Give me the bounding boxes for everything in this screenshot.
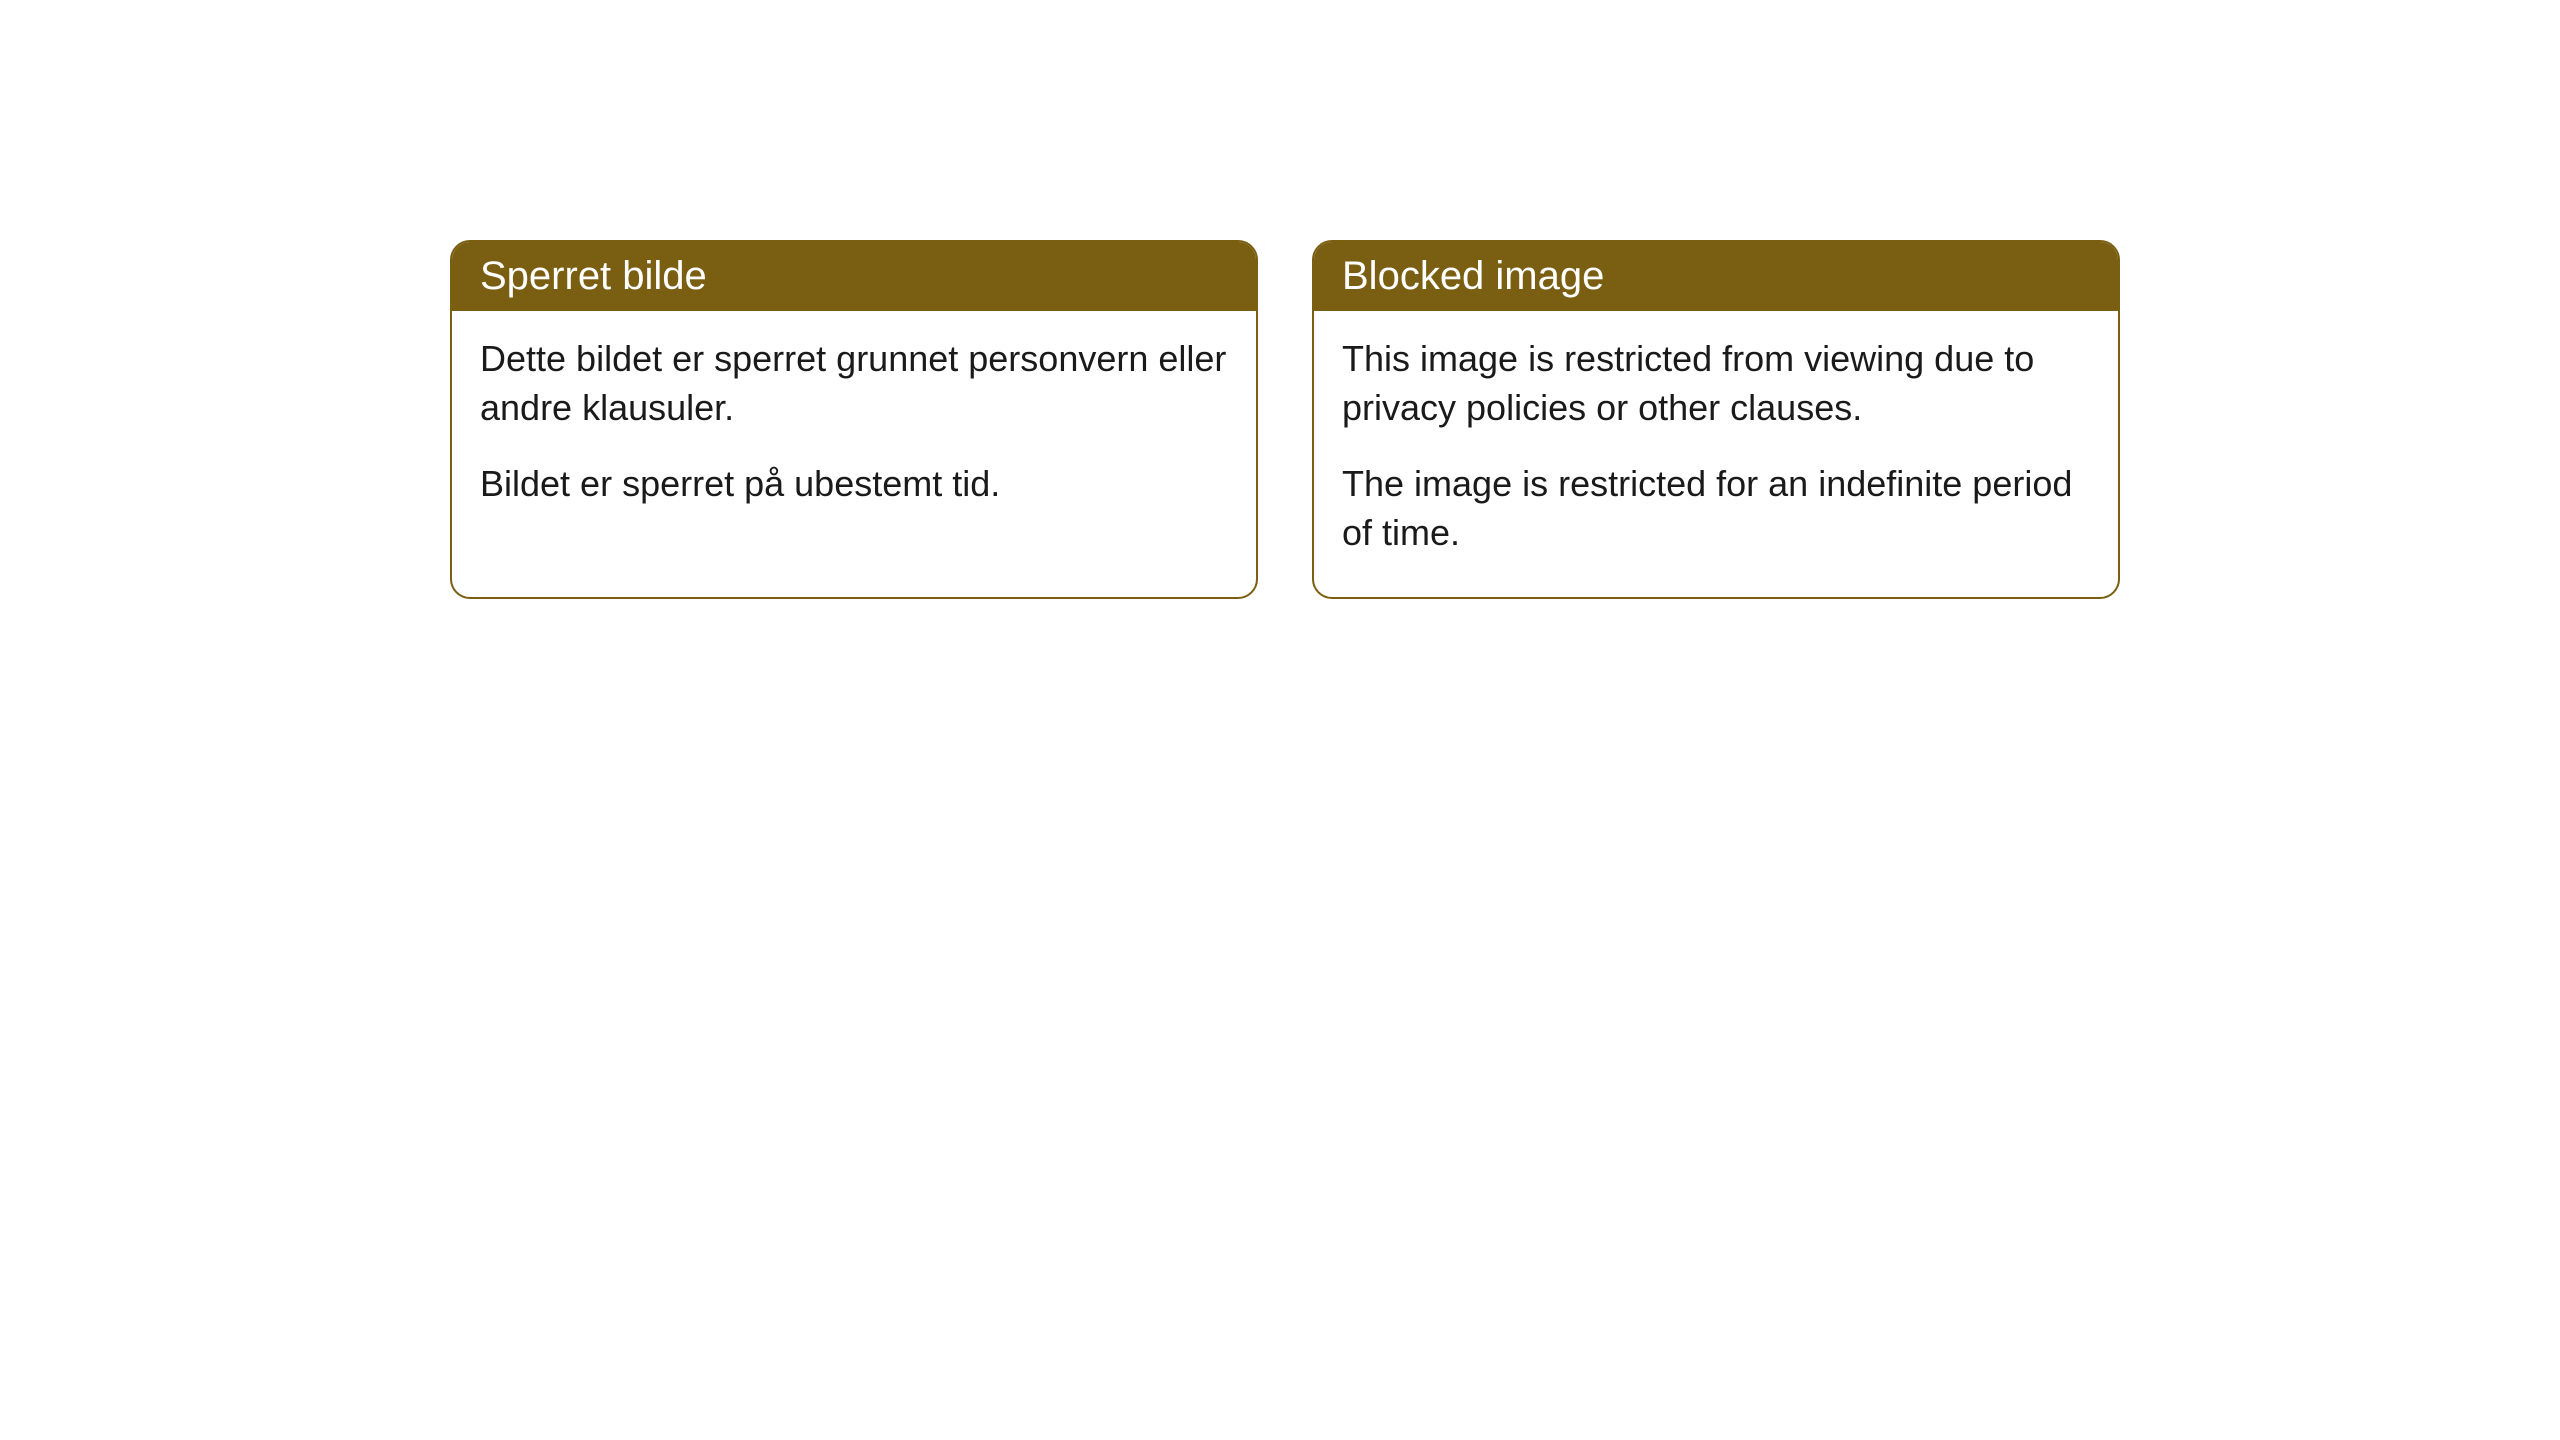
card-title: Sperret bilde <box>480 254 707 298</box>
card-body: Dette bildet er sperret grunnet personve… <box>452 311 1256 549</box>
notice-cards-container: Sperret bilde Dette bildet er sperret gr… <box>450 240 2120 599</box>
card-paragraph: Bildet er sperret på ubestemt tid. <box>480 460 1228 509</box>
card-paragraph: The image is restricted for an indefinit… <box>1342 460 2090 557</box>
card-header: Sperret bilde <box>452 242 1256 311</box>
card-paragraph: Dette bildet er sperret grunnet personve… <box>480 335 1228 432</box>
card-body: This image is restricted from viewing du… <box>1314 311 2118 597</box>
card-title: Blocked image <box>1342 254 1604 298</box>
card-header: Blocked image <box>1314 242 2118 311</box>
card-paragraph: This image is restricted from viewing du… <box>1342 335 2090 432</box>
blocked-image-card-norwegian: Sperret bilde Dette bildet er sperret gr… <box>450 240 1258 599</box>
blocked-image-card-english: Blocked image This image is restricted f… <box>1312 240 2120 599</box>
